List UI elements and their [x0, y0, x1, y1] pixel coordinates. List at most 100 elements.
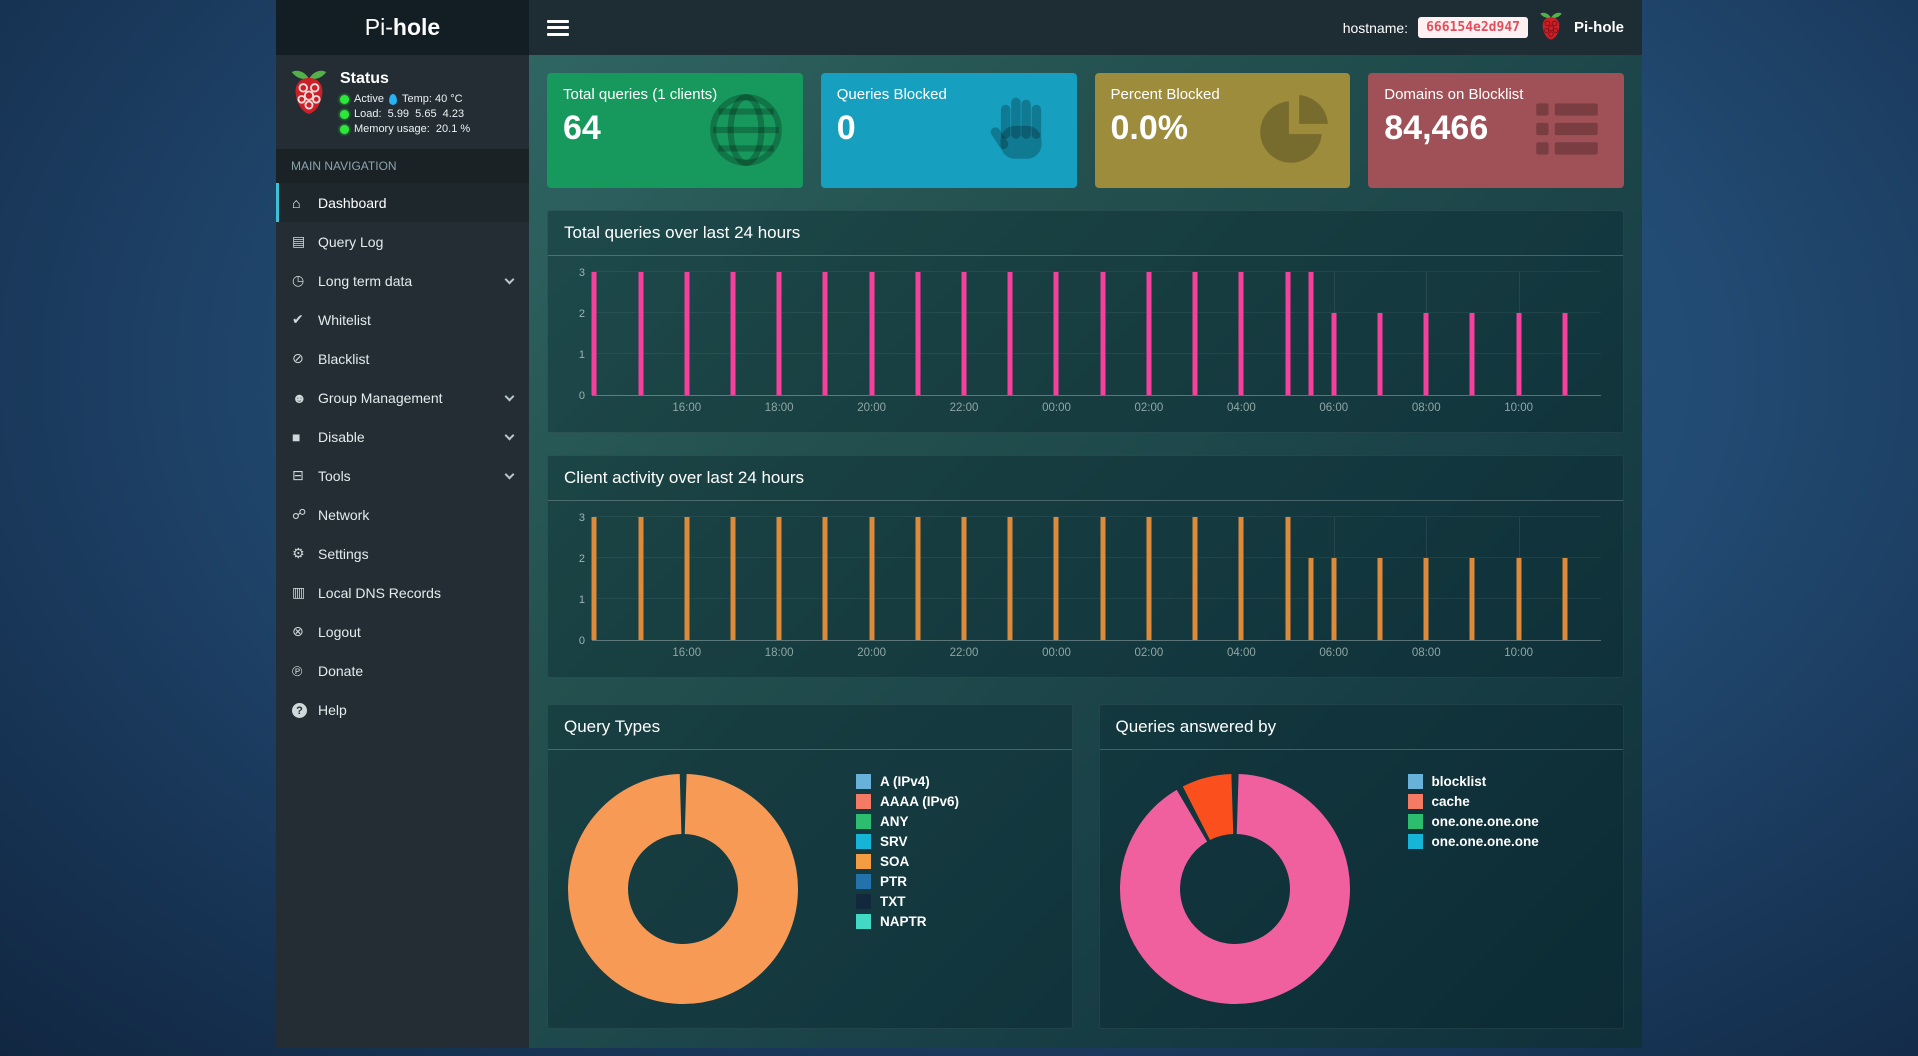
hamburger-bar [547, 26, 569, 29]
navbar-right: hostname: 666154e2d947 Pi-hole [1343, 11, 1624, 44]
queries-answered-by-legend: blocklist cache one.one.one.one one.one.one… [1407, 774, 1539, 854]
load-value: Load: 5.99 5.65 4.23 [354, 108, 465, 120]
legend-item[interactable]: TXT [856, 894, 959, 909]
legend-item[interactable]: NAPTR [856, 914, 959, 929]
top-navbar: hostname: 666154e2d947 Pi-hole [529, 0, 1642, 55]
x-axis-tick-label: 08:00 [1411, 402, 1441, 414]
panel-total-queries: Total queries over last 24 hours 0 1 2 3 16:… [547, 210, 1624, 433]
status-title: Status [340, 70, 389, 87]
sidebar-item-donate[interactable]: ℗ Donate [276, 651, 529, 690]
card-title: Percent Blocked [1110, 86, 1220, 103]
x-axis-tick-label: 22:00 [949, 402, 979, 414]
bar [1100, 272, 1106, 395]
stat-card-percent-blocked[interactable]: Percent Blocked 0.0% [1094, 73, 1351, 188]
legend-color-swatch [856, 794, 871, 809]
sidebar-item-label: Blacklist [318, 350, 370, 367]
legend-item[interactable]: A (IPv4) [856, 774, 959, 789]
app-logo[interactable]: Pi-hole [276, 0, 529, 55]
client-activity-chart[interactable]: 0 1 2 3 16:00 18:00 20:00 22:00 00:00 02:00 04:00 0… [562, 511, 1609, 669]
panel-title: Client activity over last 24 hours [548, 456, 1623, 501]
legend-item[interactable]: one.one.one.one [1407, 814, 1539, 829]
sidebar-item-disable[interactable]: ■ Disable [276, 417, 529, 456]
hostname-label: hostname: [1342, 19, 1409, 36]
bar [1562, 558, 1568, 640]
y-axis-tick-label: 2 [578, 553, 585, 566]
sidebar-item-blacklist[interactable]: ⊘ Blacklist [276, 339, 529, 378]
stat-card-domains-on-blocklist[interactable]: Domains on Blocklist 84,466 [1368, 73, 1624, 188]
cogs-icon: ⚙ [292, 545, 305, 561]
folder-icon: ⊟ [292, 467, 304, 483]
stop-icon: ■ [292, 428, 301, 445]
logo-text-regular: Pi- [364, 14, 393, 40]
sidebar-item-query-log[interactable]: ▤ Query Log [276, 222, 529, 261]
sidebar-item-dashboard[interactable]: ⌂ Dashboard [276, 183, 529, 222]
chevron-down-icon [504, 391, 515, 401]
queries-answered-by-donut-chart[interactable] [1110, 764, 1360, 1014]
bar [1469, 558, 1475, 640]
bar [915, 517, 921, 640]
sidebar-item-local-dns-records[interactable]: ▥ Local DNS Records [276, 573, 529, 612]
bar [1053, 517, 1059, 640]
stat-card-total-queries-1-clients-[interactable]: Total queries (1 clients) 64 [547, 73, 803, 188]
status-ok-icon [340, 94, 349, 104]
bar [1238, 272, 1244, 395]
clock-icon: ◷ [292, 272, 305, 288]
sidebar-item-settings[interactable]: ⚙ Settings [276, 534, 529, 573]
bar [1423, 313, 1429, 395]
stat-card-queries-blocked[interactable]: Queries Blocked 0 [820, 73, 1077, 188]
legend-item[interactable]: AAAA (IPv6) [856, 794, 959, 809]
y-axis-tick-label: 0 [578, 635, 585, 647]
sidebar-section-header: MAIN NAVIGATION [276, 149, 529, 183]
question-circle-icon: ? [292, 703, 307, 719]
chevron-down-icon [504, 430, 515, 440]
sidebar: Status Active Temp: 40 °C Load: 5.99 5.6… [276, 55, 529, 1048]
sidebar-item-network[interactable]: ☍ Network [276, 495, 529, 534]
x-axis-tick-label: 08:00 [1411, 647, 1441, 659]
hand-icon [979, 89, 1061, 171]
x-axis-tick-label: 06:00 [1319, 402, 1349, 414]
legend-item[interactable]: PTR [856, 874, 959, 889]
legend-item[interactable]: ANY [856, 814, 959, 829]
bar [1308, 272, 1314, 395]
legend-item[interactable]: SRV [856, 834, 959, 849]
bar [1007, 272, 1013, 395]
sidebar-item-group-management[interactable]: ☻ Group Management [276, 378, 529, 417]
legend-item[interactable]: blocklist [1407, 774, 1539, 789]
x-axis-tick-label: 22:00 [949, 647, 979, 659]
legend-label: cache [1431, 794, 1470, 809]
sidebar-item-label: Group Management [318, 389, 443, 406]
x-axis-tick-label: 02:00 [1134, 647, 1164, 659]
memory-value: Memory usage: 20.1 % [354, 123, 471, 135]
bar [1516, 313, 1522, 395]
legend-item[interactable]: one.one.one.one [1407, 834, 1539, 849]
sidebar-item-help[interactable]: ? Help [276, 690, 529, 729]
sidebar-item-long-term-data[interactable]: ◷ Long term data [276, 261, 529, 300]
sidebar-toggle-button[interactable] [547, 12, 569, 43]
legend-item[interactable]: SOA [856, 854, 959, 869]
bar [1331, 558, 1337, 640]
card-title: Domains on Blocklist [1384, 86, 1524, 103]
y-axis-tick-label: 2 [578, 308, 585, 321]
total-queries-chart[interactable]: 0 1 2 3 16:00 18:00 20:00 22:00 00:00 02:00 04:00 0… [562, 266, 1609, 424]
bar [1146, 272, 1152, 395]
sidebar-item-label: Query Log [318, 233, 384, 250]
panel-client-activity: Client activity over last 24 hours 0 1 2 3 1… [547, 455, 1624, 678]
bar [1377, 313, 1383, 395]
sidebar-item-label: Local DNS Records [318, 584, 441, 601]
legend-label: one.one.one.one [1431, 834, 1539, 849]
sidebar-item-label: Logout [318, 623, 361, 640]
chevron-down-icon [504, 274, 515, 284]
legend-color-swatch [1407, 794, 1423, 809]
sidebar-item-logout[interactable]: ⊗ Logout [276, 612, 529, 651]
status-ok-icon [340, 109, 349, 119]
sidebar-item-tools[interactable]: ⊟ Tools [276, 456, 529, 495]
legend-label: TXT [880, 894, 906, 909]
sidebar-item-whitelist[interactable]: ✔ Whitelist [276, 300, 529, 339]
bar [1469, 313, 1475, 395]
pie-chart-icon [1252, 89, 1334, 171]
query-types-donut-chart[interactable] [558, 764, 808, 1014]
bottom-panels-row: Query Types A (IPv4) AAAA (IPv6) ANY SRV SOA… [547, 678, 1624, 1029]
y-axis-tick-label: 3 [578, 267, 585, 279]
bar [684, 517, 690, 640]
legend-item[interactable]: cache [1407, 794, 1539, 809]
